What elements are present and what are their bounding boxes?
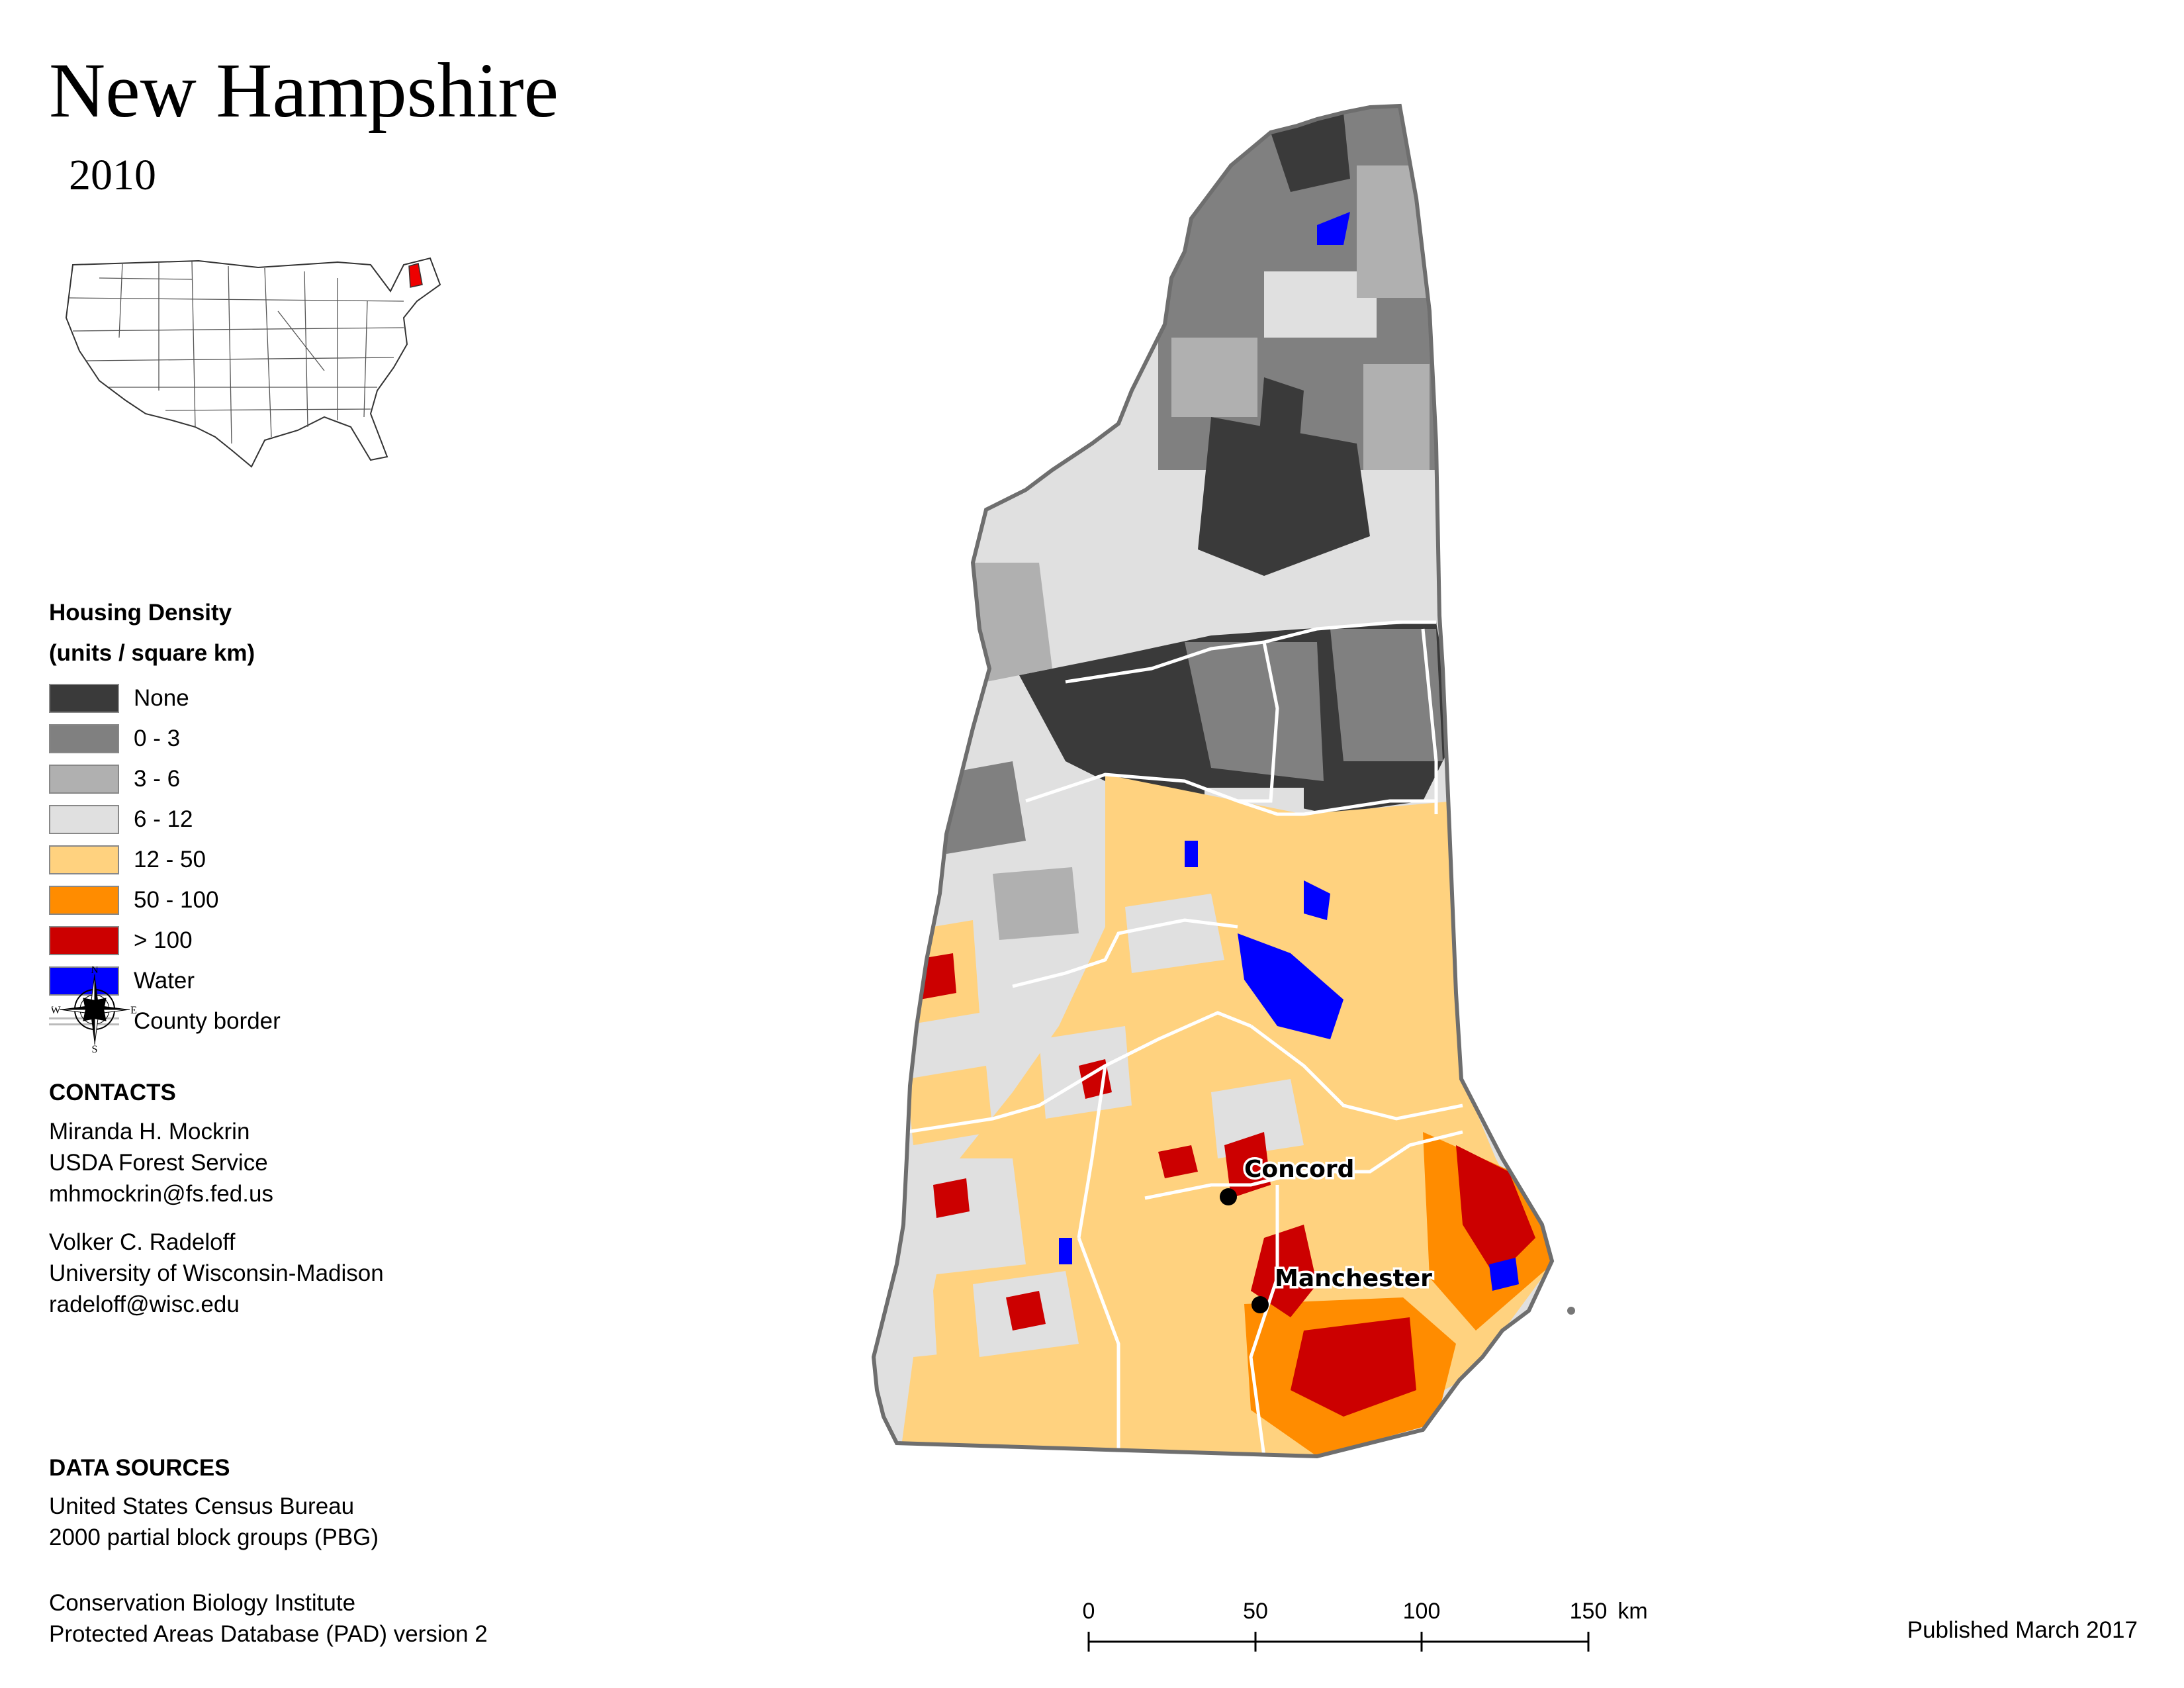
scale-tick-label: 150 xyxy=(1570,1599,1608,1624)
scale-tick-label: 100 xyxy=(1403,1599,1441,1624)
compass-e: E xyxy=(130,1005,137,1016)
legend-label: County border xyxy=(134,1008,281,1034)
legend-swatch xyxy=(49,925,119,955)
compass-n: N xyxy=(91,966,99,976)
offshore-island xyxy=(1567,1307,1575,1315)
contact-1: Miranda H. Mockrin USDA Forest Service m… xyxy=(49,1116,273,1209)
contact-email: radeloff@wisc.edu xyxy=(49,1291,240,1317)
us-locator-inset xyxy=(65,257,441,468)
us-outline xyxy=(65,257,441,468)
legend-swatch xyxy=(49,845,119,874)
new-hampshire-highlight xyxy=(408,263,423,288)
legend-item-county-border: County border xyxy=(49,1001,393,1041)
compass-rose-icon: N S E W xyxy=(52,966,137,1053)
concord-city-marker-icon xyxy=(1220,1188,1237,1205)
legend-item-12-50: 12 - 50 xyxy=(49,839,393,880)
legend-swatch xyxy=(49,804,119,834)
legend-item-none: None xyxy=(49,678,393,718)
map-year: 2010 xyxy=(69,151,156,199)
legend-swatch xyxy=(49,764,119,794)
data-source-census: United States Census Bureau 2000 partial… xyxy=(49,1491,379,1553)
contact-name: Volker C. Radeloff xyxy=(49,1229,236,1255)
data-source-cbi: Conservation Biology Institute Protected… xyxy=(49,1587,488,1650)
legend: Housing Density (units / square km) None… xyxy=(49,601,393,1041)
data-source-line: Conservation Biology Institute xyxy=(49,1590,356,1616)
map-title: New Hampshire xyxy=(49,47,559,134)
contact-org: University of Wisconsin-Madison xyxy=(49,1260,384,1286)
legend-subtitle: (units / square km) xyxy=(49,640,255,666)
contact-email: mhmockrin@fs.fed.us xyxy=(49,1181,273,1207)
legend-items: None 0 - 3 3 - 6 6 - 12 12 - 50 50 - 100… xyxy=(49,678,393,1041)
legend-label: None xyxy=(134,684,189,711)
manchester-label: Manchester xyxy=(1275,1265,1432,1292)
data-source-line: 2000 partial block groups (PBG) xyxy=(49,1524,379,1550)
contacts-heading: CONTACTS xyxy=(49,1080,176,1105)
data-source-line: Protected Areas Database (PAD) version 2 xyxy=(49,1621,488,1647)
legend-item-over-100: > 100 xyxy=(49,920,393,961)
legend-label: 12 - 50 xyxy=(134,846,206,872)
legend-swatch xyxy=(49,724,119,753)
scale-unit: km xyxy=(1617,1599,1647,1624)
legend-label: > 100 xyxy=(134,927,193,953)
legend-swatch xyxy=(49,683,119,713)
housing-density-map: Concord Manchester xyxy=(841,99,1575,1463)
legend-item-water: Water xyxy=(49,961,393,1001)
data-source-line: United States Census Bureau xyxy=(49,1493,355,1519)
manchester-city-marker-icon xyxy=(1251,1296,1269,1313)
compass-w: W xyxy=(52,1005,61,1016)
concord-label: Concord xyxy=(1244,1156,1354,1183)
contact-org: USDA Forest Service xyxy=(49,1150,268,1176)
legend-item-3-6: 3 - 6 xyxy=(49,759,393,799)
legend-item-6-12: 6 - 12 xyxy=(49,799,393,839)
legend-label: 50 - 100 xyxy=(134,886,219,913)
data-sources-heading: DATA SOURCES xyxy=(49,1455,230,1481)
legend-swatch xyxy=(49,966,119,996)
legend-swatch xyxy=(49,885,119,915)
legend-label: 0 - 3 xyxy=(134,725,181,751)
legend-title: Housing Density xyxy=(49,600,232,626)
legend-label: 6 - 12 xyxy=(134,806,193,832)
legend-item-0-3: 0 - 3 xyxy=(49,718,393,759)
scale-bar: 0 50 100 150 km xyxy=(1083,1599,1648,1652)
legend-label: Water xyxy=(134,967,195,994)
legend-label: 3 - 6 xyxy=(134,765,181,792)
compass-s: S xyxy=(92,1044,98,1053)
contact-name: Miranda H. Mockrin xyxy=(49,1119,250,1145)
contact-2: Volker C. Radeloff University of Wiscons… xyxy=(49,1227,384,1320)
scale-tick-label: 50 xyxy=(1243,1599,1268,1624)
published-date: Published March 2017 xyxy=(1907,1617,2138,1643)
legend-item-50-100: 50 - 100 xyxy=(49,880,393,920)
scale-tick-label: 0 xyxy=(1083,1599,1095,1624)
